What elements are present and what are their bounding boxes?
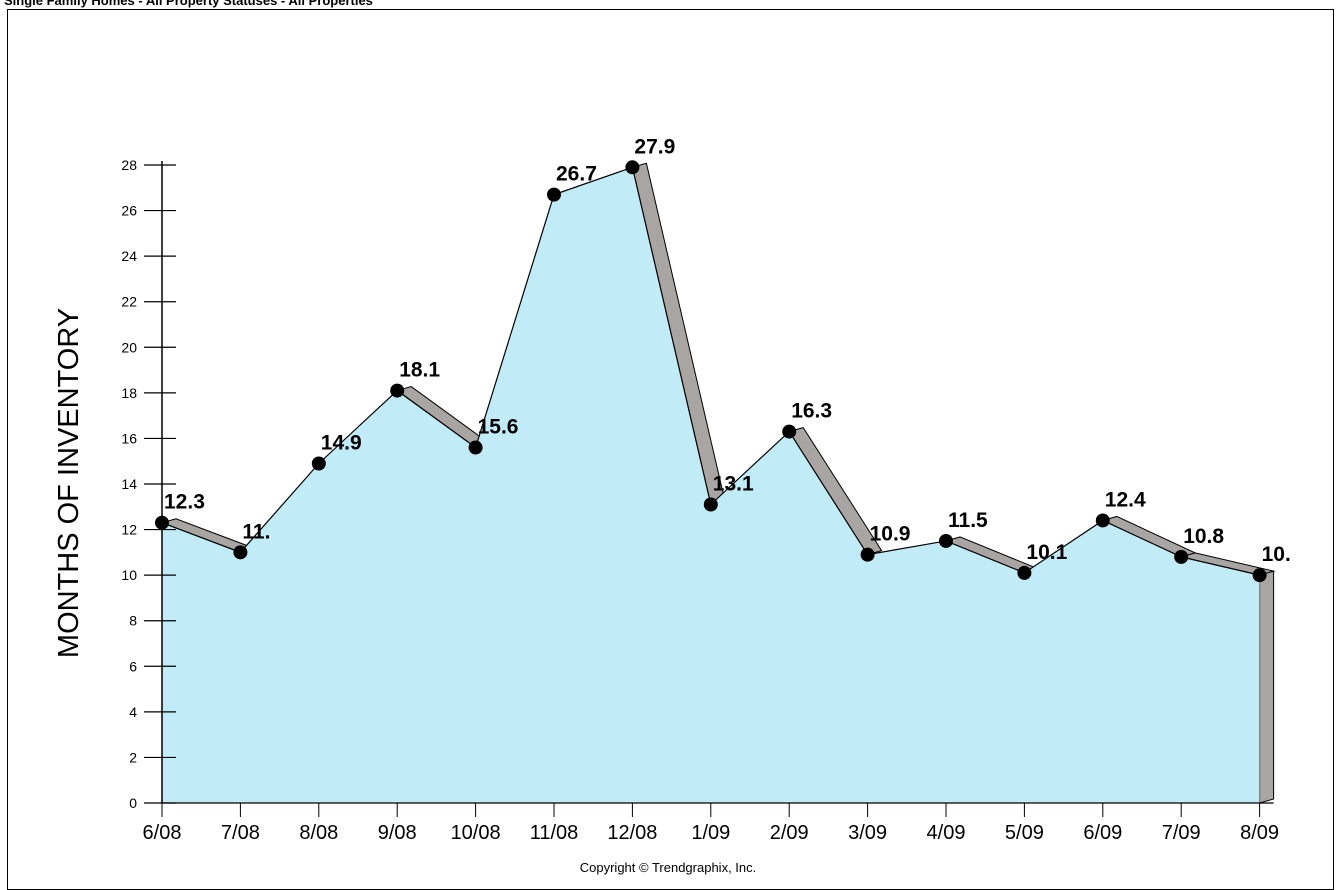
y-tick-label: 6 <box>129 658 137 674</box>
data-label: 10. <box>1262 543 1291 566</box>
data-point <box>1095 513 1110 528</box>
y-tick-label: 10 <box>121 567 137 583</box>
x-tick-label: 3/09 <box>848 822 887 844</box>
data-label: 13.1 <box>713 473 754 496</box>
copyright-notice: Copyright © Trendgraphix, Inc. <box>579 860 757 875</box>
y-tick-label: 24 <box>121 248 137 264</box>
area-fill <box>162 167 1260 803</box>
data-point <box>703 497 718 512</box>
data-point <box>625 160 640 175</box>
y-tick-label: 0 <box>129 795 137 811</box>
data-point <box>547 187 561 202</box>
data-label: 12.4 <box>1105 488 1146 511</box>
y-tick-label: 18 <box>121 385 137 401</box>
y-tick-label: 16 <box>121 430 137 446</box>
data-point <box>782 424 797 439</box>
shadow-layer <box>160 162 1276 804</box>
data-point <box>155 515 169 530</box>
data-label: 26.7 <box>556 163 597 186</box>
point-layer <box>155 160 1267 583</box>
shadow-right-face <box>1259 570 1275 804</box>
data-label: 10.9 <box>870 523 911 546</box>
data-label: 18.1 <box>399 359 440 382</box>
x-tick-label: 10/08 <box>451 822 501 844</box>
y-tick-label: 22 <box>121 294 137 310</box>
data-point <box>1017 565 1032 580</box>
y-tick-label: 28 <box>121 157 137 173</box>
y-tick-label: 12 <box>121 522 137 538</box>
data-label: 10.1 <box>1026 541 1067 564</box>
x-tick-label: 12/08 <box>607 822 657 844</box>
data-point <box>860 547 875 562</box>
chart-header-title: Single Family Homes - All Property Statu… <box>4 0 373 8</box>
data-label: 27.9 <box>634 135 675 158</box>
data-point <box>233 545 248 560</box>
y-tick-label: 14 <box>121 476 137 492</box>
y-tick-label: 26 <box>121 203 137 219</box>
data-label: 12.3 <box>164 491 205 514</box>
x-tick-label: 9/08 <box>378 822 417 844</box>
data-point <box>390 383 405 398</box>
y-tick-label: 20 <box>121 339 137 355</box>
data-label: 15.6 <box>478 416 519 439</box>
x-tick-label: 8/09 <box>1240 822 1279 844</box>
data-label: 11. <box>242 520 270 543</box>
x-tick-label: 4/09 <box>927 822 966 844</box>
y-tick-label: 2 <box>129 749 137 765</box>
data-label: 11.5 <box>948 509 988 532</box>
x-tick-label: 1/09 <box>691 822 730 844</box>
data-point <box>939 533 953 548</box>
x-tick-label: 2/09 <box>770 822 809 844</box>
label-layer: 12.3 11. 14.9 18.1 15.6 26.7 27.9 13.1 16.3 10.9 1… <box>164 135 1291 566</box>
data-label: 10.8 <box>1183 525 1224 548</box>
data-label: 14.9 <box>321 431 362 454</box>
x-tick-label: 8/08 <box>299 822 338 844</box>
x-tick-label: 5/09 <box>1005 822 1044 844</box>
y-axis-label: MONTHS OF INVENTORY <box>53 308 85 658</box>
x-tick-label: 7/09 <box>1162 822 1201 844</box>
x-tick-label: 6/09 <box>1083 822 1122 844</box>
data-point <box>1252 568 1267 583</box>
data-label: 16.3 <box>791 400 832 423</box>
x-tick-label: 11/08 <box>530 822 579 844</box>
x-tick-label: 7/08 <box>221 822 260 844</box>
data-point <box>311 456 326 471</box>
y-tick-label: 8 <box>129 613 137 629</box>
x-tick-label: 6/08 <box>143 822 182 844</box>
data-point <box>1174 549 1189 564</box>
data-point <box>468 440 483 455</box>
y-tick-label: 4 <box>129 704 137 720</box>
